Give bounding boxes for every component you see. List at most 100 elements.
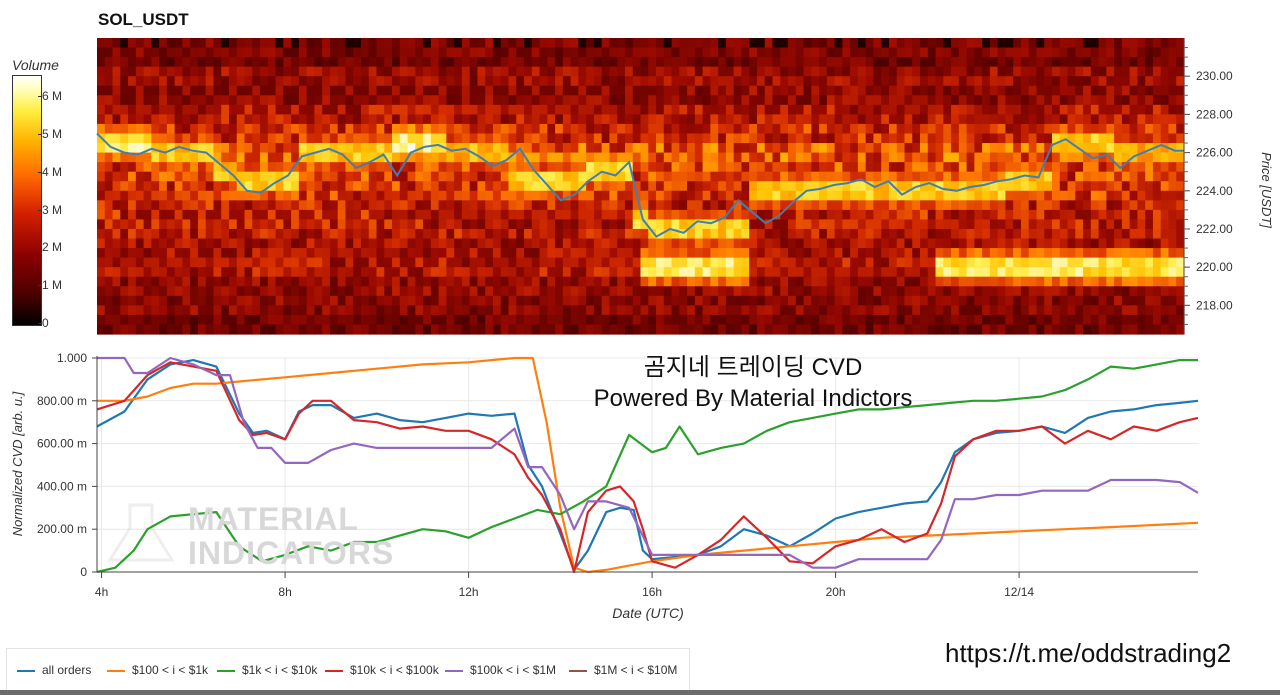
heatmap-cell <box>1145 133 1154 144</box>
heatmap-cell <box>1005 57 1014 68</box>
heatmap-cell <box>718 171 727 182</box>
heatmap-cell <box>687 295 696 306</box>
heatmap-cell <box>1090 162 1100 173</box>
heatmap-cell <box>920 143 929 154</box>
heatmap-cell <box>811 162 820 173</box>
heatmap-cell <box>1145 324 1154 335</box>
heatmap-cell <box>1098 171 1107 182</box>
heatmap-cell <box>741 57 750 68</box>
heatmap-cell <box>524 314 533 326</box>
heatmap-cell <box>446 295 455 306</box>
heatmap-cell <box>586 114 595 125</box>
heatmap-cell <box>881 190 890 201</box>
heatmap-cell <box>1145 85 1154 96</box>
heatmap-cell <box>679 257 688 268</box>
heatmap-cell <box>756 190 766 201</box>
legend-item[interactable]: $10k < i < $100k <box>325 663 439 677</box>
heatmap-cell <box>927 76 937 87</box>
heatmap-cell <box>399 152 409 163</box>
heatmap-cell <box>865 143 875 154</box>
heatmap-cell <box>252 114 261 125</box>
heatmap-cell <box>966 286 975 297</box>
heatmap-cell <box>182 267 191 278</box>
heatmap-cell <box>1013 123 1022 135</box>
heatmap-cell <box>291 257 300 268</box>
heatmap-cell <box>1152 324 1162 335</box>
heatmap-cell <box>958 162 968 173</box>
heatmap-cell <box>345 267 354 278</box>
heatmap-cell <box>1044 85 1053 96</box>
heatmap-cell <box>834 181 843 192</box>
legend-item[interactable]: $1M < i < $10M <box>569 663 677 677</box>
cvd-series-line <box>97 356 1199 569</box>
heatmap-cell <box>1137 38 1146 49</box>
telegram-link[interactable]: https://t.me/oddstrading2 <box>945 638 1232 668</box>
heatmap-cell <box>803 324 812 335</box>
heatmap-cell <box>718 66 727 77</box>
heatmap-cell <box>718 286 727 297</box>
heatmap-cell <box>151 276 160 287</box>
heatmap-cell <box>1020 114 1030 125</box>
heatmap-cell <box>500 47 510 58</box>
heatmap-cell <box>749 133 758 144</box>
heatmap-cell <box>485 76 494 87</box>
heatmap-cell <box>197 143 207 154</box>
heatmap-cell <box>322 76 331 87</box>
heatmap-cell <box>1137 104 1146 115</box>
legend-item[interactable]: $100k < i < $1M <box>445 663 556 677</box>
heatmap-cell <box>143 114 152 125</box>
heatmap-cell <box>1013 219 1022 230</box>
heatmap-cell <box>888 143 898 154</box>
heatmap-cell <box>873 276 882 287</box>
heatmap-cell <box>190 104 199 115</box>
heatmap-cell <box>283 104 292 115</box>
heatmap-cell <box>322 276 331 287</box>
heatmap-cell <box>306 38 315 49</box>
heatmap-cell <box>927 171 937 182</box>
heatmap-cell <box>368 66 378 77</box>
heatmap-cell <box>1098 219 1107 230</box>
heatmap-cell <box>221 133 230 144</box>
heatmap-cell <box>982 47 991 58</box>
heatmap-cell <box>399 228 409 240</box>
heatmap-cell <box>368 76 378 87</box>
heatmap-cell <box>865 228 875 240</box>
heatmap-cell <box>166 190 176 201</box>
heatmap-cell <box>756 133 766 144</box>
heatmap-cell <box>826 57 836 68</box>
heatmap-cell <box>873 314 882 326</box>
heatmap-cell <box>997 295 1007 306</box>
legend-item[interactable]: $100 < i < $1k <box>107 663 208 677</box>
heatmap-cell <box>749 200 758 211</box>
heatmap-cell <box>811 228 820 240</box>
heatmap-cell <box>524 286 533 297</box>
heatmap-cell <box>764 267 774 278</box>
heatmap-cell <box>1059 47 1069 58</box>
heatmap-cell <box>260 324 269 335</box>
heatmap-cell <box>1121 219 1131 230</box>
legend-item[interactable]: $1k < i < $10k <box>217 663 317 677</box>
heatmap-cell <box>135 276 145 287</box>
heatmap-cell <box>857 95 867 106</box>
heatmap-cell <box>1090 133 1100 144</box>
legend-item[interactable]: all orders <box>17 663 91 677</box>
heatmap-cell <box>430 162 440 173</box>
heatmap-cell <box>135 38 145 49</box>
heatmap-cell <box>1044 276 1053 287</box>
heatmap-cell <box>283 267 292 278</box>
heatmap-cell <box>1044 228 1053 240</box>
heatmap-cell <box>159 114 168 125</box>
heatmap-cell <box>780 133 789 144</box>
heatmap-cell <box>780 295 789 306</box>
heatmap-cell <box>524 76 533 87</box>
heatmap-cell <box>298 257 308 268</box>
heatmap-cell <box>702 123 711 135</box>
heatmap-cell <box>485 267 494 278</box>
heatmap-cell <box>314 85 323 96</box>
heatmap-cell <box>368 133 378 144</box>
heatmap-cell <box>958 314 968 326</box>
heatmap-cell <box>842 238 851 249</box>
heatmap-cell <box>974 76 983 87</box>
heatmap-cell <box>1137 114 1146 125</box>
